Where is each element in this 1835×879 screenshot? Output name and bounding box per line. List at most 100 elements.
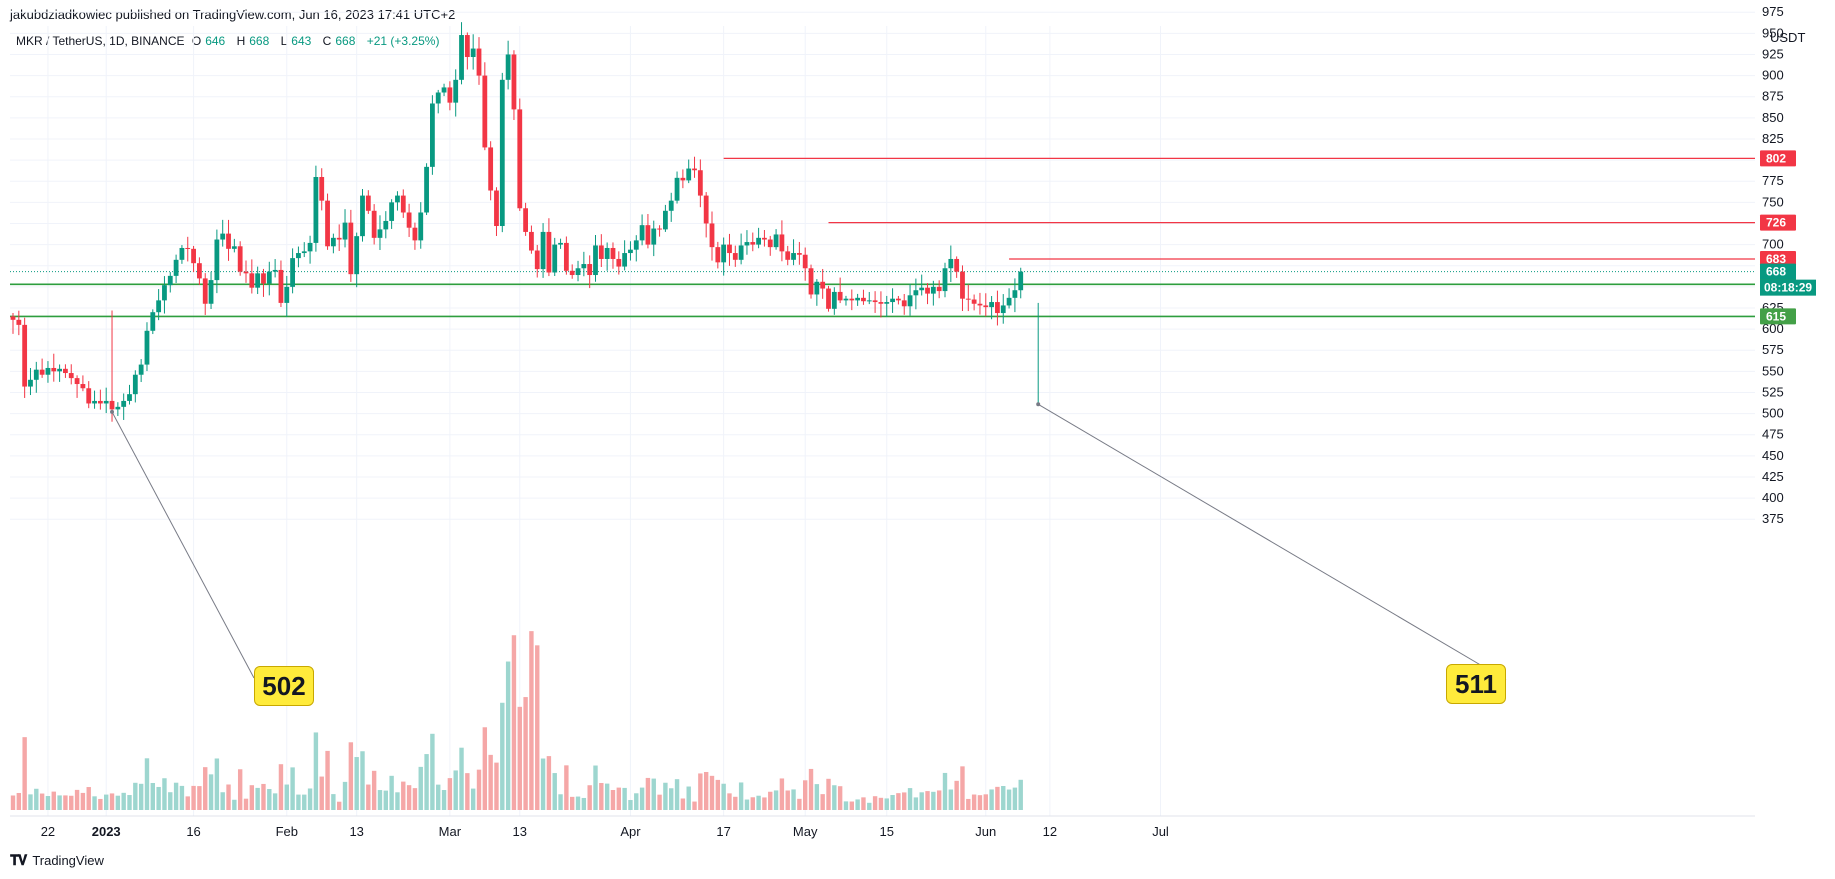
- volume-bar: [546, 756, 552, 810]
- candle-body: [837, 291, 843, 301]
- candle-body: [802, 254, 808, 269]
- candle-body: [103, 400, 109, 404]
- volume-bar: [948, 789, 954, 810]
- volume-bar: [430, 733, 435, 810]
- candle-body: [529, 231, 534, 251]
- countdown-label: 08:18:29: [1764, 281, 1812, 295]
- volume-bar: [896, 793, 901, 810]
- change-value: +21 (+3.25%): [366, 34, 440, 48]
- volume-bar: [313, 732, 319, 810]
- candle-body: [948, 258, 954, 269]
- candle-body: [965, 298, 971, 300]
- candle-body: [878, 302, 884, 304]
- candle-body: [371, 210, 377, 238]
- volume-bar: [86, 787, 91, 810]
- volume-bar: [564, 765, 569, 810]
- volume-bar: [890, 795, 895, 810]
- volume-bar: [505, 661, 511, 810]
- volume-bar: [977, 795, 983, 810]
- resistance-badge: 802: [1766, 151, 1786, 165]
- candle-body: [1012, 290, 1018, 298]
- candle-body: [814, 281, 820, 295]
- candle-body: [348, 222, 354, 275]
- volume-bar: [733, 796, 738, 810]
- volume-bar: [989, 789, 994, 810]
- candle-body: [668, 200, 674, 211]
- volume-bar: [867, 802, 872, 810]
- candle-body: [208, 280, 214, 304]
- callout-low-511: 511: [1446, 664, 1506, 704]
- footer-brand: TradingView: [32, 853, 104, 868]
- candle-body: [430, 103, 435, 167]
- candle-body: [954, 258, 960, 272]
- candle-body: [365, 195, 371, 211]
- candle-body: [651, 228, 657, 245]
- candle-body: [709, 223, 715, 248]
- candle-body: [808, 268, 814, 295]
- volume-bar: [104, 794, 109, 810]
- candle-body: [74, 378, 80, 385]
- volume-bar: [360, 751, 365, 810]
- y-tick-label: 600: [1762, 321, 1784, 336]
- candle-body: [16, 319, 22, 325]
- volume-bar: [954, 780, 959, 810]
- volume-bar: [610, 790, 616, 810]
- volume-bar: [913, 797, 919, 810]
- candle-body: [243, 271, 249, 274]
- candle-body: [663, 210, 668, 230]
- volume-bar: [872, 796, 878, 810]
- volume-bar: [208, 774, 214, 810]
- volume-bar: [261, 783, 266, 810]
- volume-bar: [971, 794, 977, 810]
- volume-bar: [604, 783, 610, 810]
- countdown-bg: [1760, 279, 1816, 296]
- x-tick-label: Jun: [975, 824, 996, 839]
- volume-bar: [558, 794, 563, 810]
- volume-bar: [348, 742, 354, 810]
- candle-body: [284, 286, 290, 303]
- candle-body: [307, 242, 313, 252]
- candle-body: [983, 305, 989, 308]
- candle-body: [628, 249, 633, 254]
- candle-body: [779, 234, 785, 252]
- volume-bar: [599, 782, 604, 810]
- volume-bar: [995, 786, 1000, 810]
- volume-bar: [185, 796, 190, 810]
- volume-bar: [127, 795, 132, 810]
- volume-bar: [703, 771, 709, 810]
- candle-body: [616, 258, 622, 267]
- y-tick-label: 500: [1762, 406, 1784, 421]
- candle-body: [383, 220, 389, 230]
- volume-bar: [587, 785, 592, 810]
- candle-body: [633, 240, 639, 250]
- volume-bar: [651, 778, 656, 810]
- volume-bar: [337, 801, 342, 810]
- candle-body: [301, 251, 307, 254]
- volume-bar: [768, 791, 773, 810]
- low-value: 643: [291, 34, 312, 48]
- volume-bar: [51, 791, 56, 810]
- y-tick-label: 400: [1762, 490, 1784, 505]
- volume-bar: [377, 790, 383, 810]
- volume-bar: [45, 796, 51, 810]
- candle-body: [995, 302, 1000, 314]
- x-tick-label: 15: [880, 824, 894, 839]
- candle-body: [517, 109, 523, 209]
- x-tick-label: Apr: [620, 824, 641, 839]
- candle-body: [907, 295, 913, 307]
- candle-body: [785, 251, 791, 260]
- candle-body: [1000, 305, 1006, 314]
- candle-body: [296, 253, 301, 259]
- candle-body: [80, 384, 86, 389]
- volume-bar: [966, 798, 971, 810]
- volume-bar: [727, 793, 732, 810]
- volume-bar: [401, 781, 406, 810]
- x-tick-label: 12: [1043, 824, 1057, 839]
- volume-bar: [931, 791, 936, 810]
- candle-body: [28, 379, 33, 387]
- candle-body: [226, 233, 231, 249]
- y-tick-label: 750: [1762, 194, 1784, 209]
- candle-body: [488, 147, 494, 191]
- volume-bar: [272, 793, 278, 810]
